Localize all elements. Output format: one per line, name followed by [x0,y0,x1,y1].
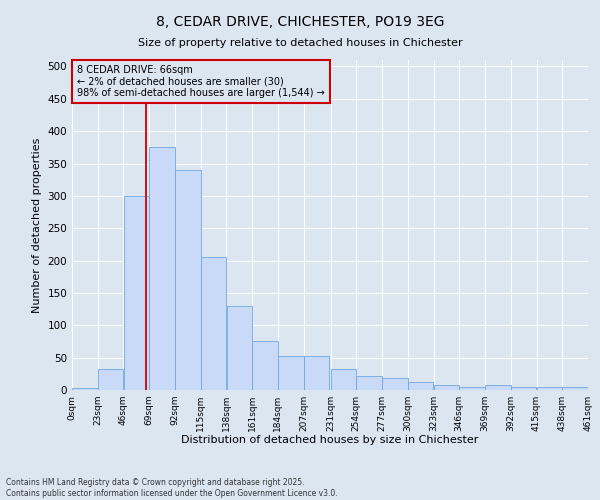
Bar [536,388,562,390]
Bar [124,196,149,390]
Bar [98,368,124,390]
Y-axis label: Number of detached properties: Number of detached properties [32,138,42,312]
Bar [227,306,252,390]
Bar [460,388,485,390]
Bar [331,368,356,390]
Bar [149,148,175,390]
Bar [278,356,304,390]
Bar [72,388,98,390]
Bar [511,388,536,390]
Bar [175,170,200,390]
Bar [382,378,407,390]
Bar [434,386,459,390]
Text: Size of property relative to detached houses in Chichester: Size of property relative to detached ho… [137,38,463,48]
Bar [562,388,588,390]
Text: 8 CEDAR DRIVE: 66sqm
← 2% of detached houses are smaller (30)
98% of semi-detach: 8 CEDAR DRIVE: 66sqm ← 2% of detached ho… [77,65,325,98]
X-axis label: Distribution of detached houses by size in Chichester: Distribution of detached houses by size … [181,436,479,446]
Text: Contains HM Land Registry data © Crown copyright and database right 2025.
Contai: Contains HM Land Registry data © Crown c… [6,478,338,498]
Bar [253,342,278,390]
Bar [201,258,226,390]
Bar [304,356,329,390]
Bar [356,376,382,390]
Bar [485,386,511,390]
Text: 8, CEDAR DRIVE, CHICHESTER, PO19 3EG: 8, CEDAR DRIVE, CHICHESTER, PO19 3EG [156,15,444,29]
Bar [408,382,433,390]
